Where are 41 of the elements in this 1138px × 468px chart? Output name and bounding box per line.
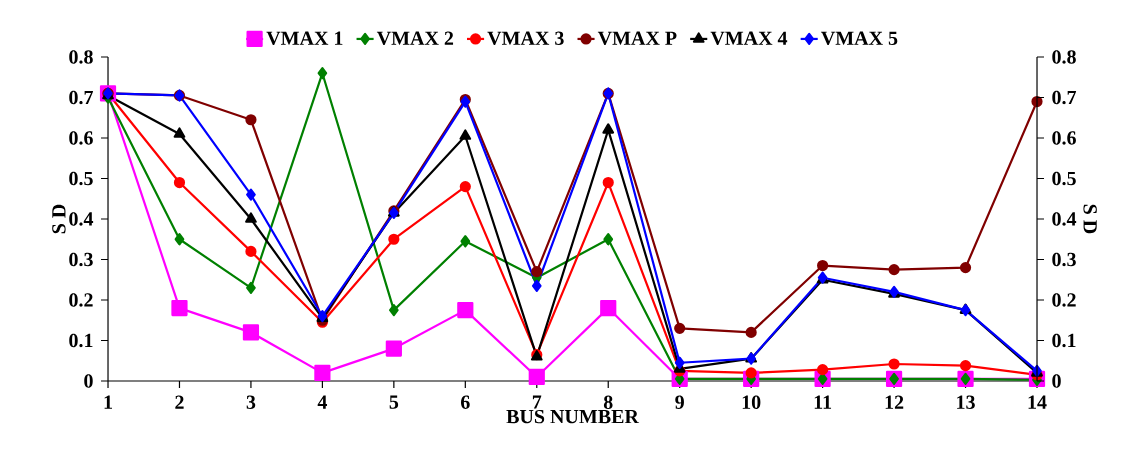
legend-label: VMAX 4 [710, 31, 788, 46]
x-tick-label: 9 [675, 395, 684, 409]
y2-tick-label: 0.1 [1052, 333, 1076, 348]
y2-tick-label: 0.3 [1052, 252, 1076, 267]
x-tick-label: 8 [603, 395, 613, 410]
x-axis-title: BUS NUMBER [506, 409, 640, 424]
x-tick-label: 11 [814, 395, 832, 409]
y-tick-label: 0.1 [69, 333, 93, 348]
y2-axis-title: S D [1083, 204, 1097, 234]
y2-tick-label: 0.8 [1052, 50, 1076, 64]
y2-tick-label: 0.7 [1052, 90, 1077, 105]
y-tick-label: 0.2 [69, 293, 93, 307]
y-tick-label: 0.5 [69, 171, 93, 186]
legend-label: VMAX P [597, 31, 677, 46]
x-tick-label: 12 [885, 395, 904, 409]
y-axis-title: S D [52, 204, 66, 234]
y-tick-label: 0.4 [69, 212, 94, 226]
legend-label: VMAX 3 [487, 31, 564, 46]
x-tick-label: 2 [175, 395, 184, 409]
x-tick-label: 7 [532, 395, 542, 409]
x-tick-label: 3 [246, 395, 256, 409]
y-tick-label: 0.6 [69, 131, 93, 145]
x-tick-label: 5 [389, 395, 399, 409]
legend-label: VMAX 1 [266, 31, 343, 46]
x-tick-label: 14 [1028, 395, 1047, 409]
y-tick-label: 0.7 [69, 90, 93, 105]
x-tick-label: 13 [957, 395, 975, 409]
y2-tick-label: 0.5 [1052, 171, 1076, 186]
y2-tick-label: 0.4 [1052, 212, 1077, 226]
x-tick-label: 1 [104, 395, 112, 409]
legend-label: VMAX 2 [376, 31, 454, 46]
y-tick-label: 0.8 [69, 50, 93, 64]
y2-tick-label: 0.6 [1052, 131, 1076, 145]
y2-tick-label: 0.2 [1052, 293, 1076, 307]
x-tick-label: 4 [317, 395, 328, 409]
x-tick-label: 10 [742, 395, 761, 410]
y-tick-label: 0.3 [69, 252, 93, 267]
y2-tick-label: 0 [1052, 374, 1061, 388]
x-tick-label: 6 [461, 395, 470, 409]
y-tick-label: 0 [84, 374, 93, 388]
legend-label: VMAX 5 [821, 31, 898, 46]
